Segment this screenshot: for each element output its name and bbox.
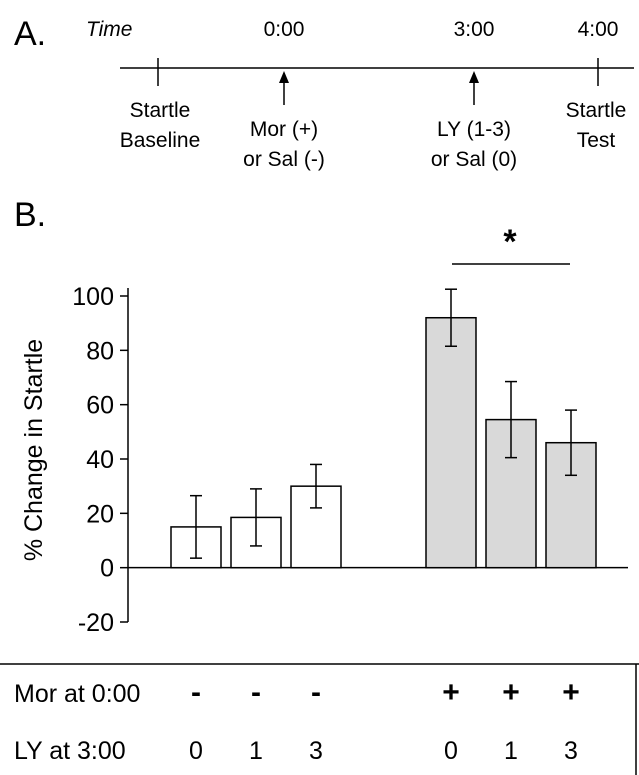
event-1-line1: Mor (+) [250,118,318,141]
event-3-line2: Test [577,129,616,152]
y-tick-label: 20 [86,500,114,528]
y-axis-label: % Change in Startle [20,339,48,561]
event-2-line1: LY (1-3) [437,118,511,141]
up-arrow-icon [469,71,479,83]
timeline-tick-0: 0:00 [264,18,305,41]
panel-b-label: B. [14,196,46,234]
table-cell: - [251,676,261,709]
time-label: Time [86,18,132,41]
y-tick-label: 100 [72,283,114,311]
y-tick-label: 60 [86,392,114,420]
y-tick-label: 80 [86,337,114,365]
timeline-tick-2: 4:00 [578,18,619,41]
table-cell: 0 [189,737,203,765]
table-cell: 3 [564,737,578,765]
table-row-label: Mor at 0:00 [14,680,140,708]
event-3-line1: Startle [566,99,627,122]
y-tick-label: 40 [86,446,114,474]
table-cell: 3 [309,737,323,765]
significance-marker: * [503,223,517,261]
table-row-label: LY at 3:00 [14,737,126,765]
table-cell: + [562,676,580,709]
table-cell: - [311,676,321,709]
event-1-line2: or Sal (-) [243,148,325,171]
table-cell: + [502,676,520,709]
table-cell: 1 [504,737,518,765]
bar-chart: -20 0 20 40 60 80 100 [72,283,628,637]
timeline-tick-1: 3:00 [454,18,495,41]
y-tick-label: 0 [100,555,114,583]
event-2-line2: or Sal (0) [431,148,517,171]
y-tick-label: -20 [78,609,114,637]
event-0-line1: Startle [130,99,191,122]
event-0-line2: Baseline [120,129,201,152]
up-arrow-icon [279,71,289,83]
panel-a-label: A. [14,15,46,53]
table-cell: - [191,676,201,709]
table-cell: 1 [249,737,263,765]
bar [425,316,477,569]
table-cell: + [442,676,460,709]
table-cell: 0 [444,737,458,765]
condition-table: Mor at 0:00 - - - + + + LY at 3:00 0 1 3 0 1 3 [14,676,580,765]
